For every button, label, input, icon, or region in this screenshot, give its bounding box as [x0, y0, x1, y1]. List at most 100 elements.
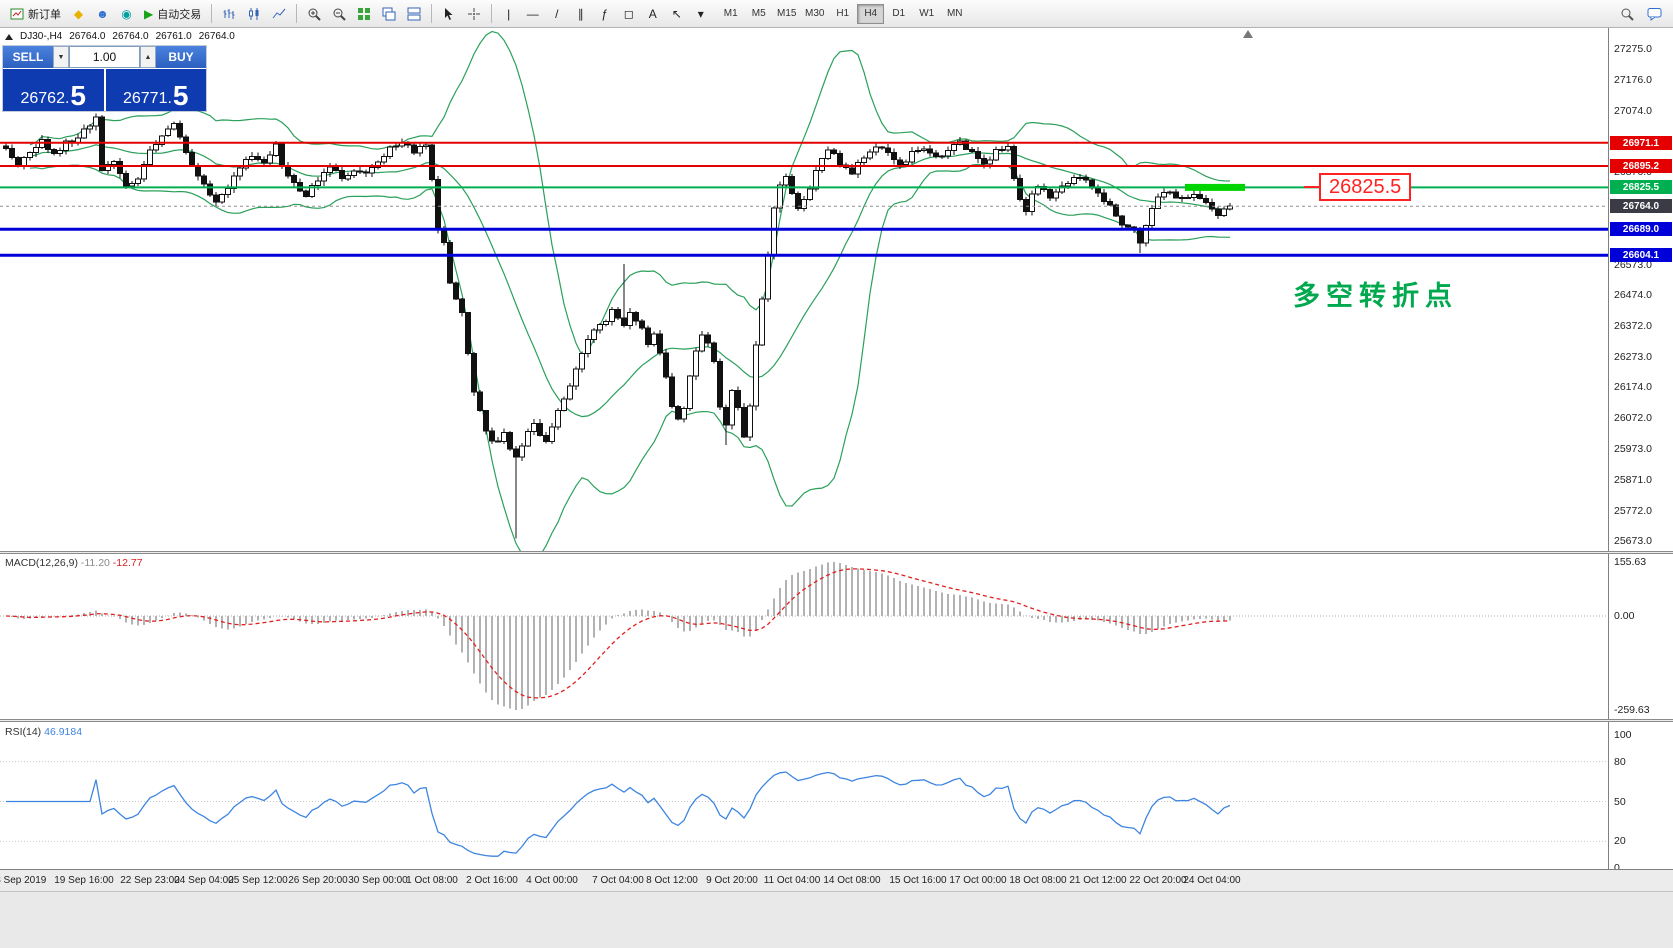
rsi-chart[interactable] [0, 722, 1608, 869]
tile-windows-icon [358, 7, 371, 20]
autotrade-button[interactable]: ▶ 自动交易 [139, 3, 206, 25]
profile-button[interactable]: ☻ [91, 3, 114, 25]
price-axis[interactable]: 27275.027176.027074.026876.026675.926573… [1608, 28, 1673, 869]
toolbar-right-group [1615, 3, 1668, 25]
time-axis-label: 2 Oct 16:00 [466, 875, 518, 886]
buy-price-display[interactable]: 26771. 5 [105, 69, 206, 112]
vertical-line-icon: | [507, 6, 511, 21]
rsi-scale-label: 50 [1614, 796, 1626, 808]
tf-button-H4[interactable]: H4 [857, 3, 885, 24]
crosshair-button[interactable] [462, 3, 486, 25]
price-callout[interactable]: 26825.5 [1304, 173, 1412, 201]
zoom-in-button[interactable] [302, 3, 326, 25]
favorites-button[interactable]: ◆ [67, 3, 90, 25]
trendline-tool-button[interactable]: / [545, 3, 568, 25]
panel-separator[interactable] [0, 551, 1673, 554]
toolbar-separator [491, 4, 493, 23]
price-axis-label: 27074.0 [1614, 105, 1652, 117]
zoom-out-icon [333, 8, 346, 21]
bar-chart-button[interactable] [217, 3, 241, 25]
chat-icon [1647, 7, 1662, 21]
price-axis-label: 26573.0 [1614, 259, 1652, 271]
arrow-tool-button[interactable]: ↖ [665, 3, 688, 25]
rsi-label: RSI(14) 46.9184 [5, 726, 82, 738]
tf-button-W1[interactable]: W1 [913, 4, 940, 24]
arrange-windows-button[interactable] [402, 3, 426, 25]
search-button[interactable] [1615, 3, 1639, 25]
collapse-triangle-icon[interactable] [5, 33, 13, 40]
chart-shift-marker[interactable] [1243, 30, 1253, 38]
buy-button[interactable]: BUY [156, 46, 206, 68]
time-axis-label: 11 Oct 04:00 [763, 875, 821, 886]
chart-header: DJ30-,H4 26764.0 26764.0 26761.0 26764.0 [5, 31, 235, 42]
main-chart[interactable] [0, 28, 1608, 561]
timeframe-group: M1 M5 M15 M30 H1 H4 D1 W1 MN [717, 3, 968, 24]
crosshair-icon [468, 7, 481, 20]
cursor-button[interactable] [437, 3, 461, 25]
line-chart-icon [272, 8, 286, 18]
tf-button-D1[interactable]: D1 [885, 4, 912, 24]
tf-button-H1[interactable]: H1 [829, 4, 856, 24]
new-order-button[interactable]: 新订单 [5, 3, 66, 25]
price-axis-label: 27275.0 [1614, 43, 1652, 55]
toolbar-separator [296, 4, 298, 23]
new-order-label: 新订单 [28, 8, 61, 21]
zoom-out-button[interactable] [327, 3, 351, 25]
callout-tick-icon [1304, 186, 1319, 188]
time-axis-label: 17 Oct 00:00 [949, 875, 1007, 886]
chevron-down-icon: ▼ [57, 53, 65, 61]
volume-input[interactable] [69, 46, 140, 68]
tf-button-M30[interactable]: M30 [801, 4, 828, 24]
sell-price-pip: 5 [70, 80, 86, 112]
time-axis-label: 26 Sep 20:00 [288, 875, 348, 886]
tile-windows-button[interactable] [352, 3, 376, 25]
volume-decrease-button[interactable]: ▼ [53, 46, 69, 68]
profile-icon: ☻ [96, 6, 109, 21]
time-axis-label: 30 Sep 00:00 [348, 875, 408, 886]
chat-button[interactable] [1642, 3, 1668, 25]
line-chart-button[interactable] [267, 3, 291, 25]
panel-separator[interactable] [0, 719, 1673, 722]
trendline-icon: / [555, 6, 559, 21]
tf-button-M15[interactable]: M15 [773, 4, 800, 24]
price-axis-label: 26474.0 [1614, 289, 1652, 301]
alerts-button[interactable]: ◉ [115, 3, 138, 25]
candlestick-chart-button[interactable] [242, 3, 266, 25]
vertical-line-tool-button[interactable]: | [497, 3, 520, 25]
time-axis-label: 7 Oct 04:00 [592, 875, 644, 886]
sell-button[interactable]: SELL [3, 46, 53, 68]
candlestick-chart-icon [249, 7, 259, 20]
favorites-icon: ◆ [73, 6, 84, 21]
tf-button-M1[interactable]: M1 [717, 4, 744, 24]
price-badge: 26895.2 [1610, 159, 1672, 173]
text-tool-button[interactable]: A [641, 3, 664, 25]
zoom-in-icon [308, 8, 321, 21]
time-axis-label: 19 Sep 16:00 [54, 875, 114, 886]
buy-price-pip: 5 [172, 80, 189, 112]
autotrade-play-icon: ▶ [144, 6, 154, 21]
tf-button-MN[interactable]: MN [941, 4, 968, 24]
toolbar-separator [211, 4, 213, 23]
macd-chart[interactable] [0, 554, 1608, 719]
rsi-scale-label: 80 [1614, 756, 1626, 768]
channel-tool-button[interactable]: ∥ [569, 3, 592, 25]
tf-button-M5[interactable]: M5 [745, 4, 772, 24]
fibonacci-tool-button[interactable]: ƒ [593, 3, 616, 25]
more-tools-button[interactable]: ▾ [689, 3, 712, 25]
cascade-windows-button[interactable] [377, 3, 401, 25]
price-badge: 26689.0 [1610, 222, 1672, 236]
time-axis-label: 21 Oct 12:00 [1069, 875, 1127, 886]
time-axis-label: 8 Oct 12:00 [646, 875, 698, 886]
alerts-icon: ◉ [121, 6, 132, 21]
rsi-scale-label: 100 [1614, 729, 1632, 741]
sell-price-display[interactable]: 26762. 5 [3, 69, 104, 111]
volume-increase-button[interactable]: ▲ [140, 46, 156, 68]
shapes-tool-button[interactable]: ◻ [617, 3, 640, 25]
turning-point-annotation[interactable]: 多空转折点 [1293, 281, 1458, 311]
horizontal-line-tool-button[interactable]: — [521, 3, 544, 25]
macd-name: MACD(12,26,9) [5, 557, 78, 569]
rsi-value: 46.9184 [44, 726, 83, 738]
macd-signal-value: -12.77 [112, 557, 143, 569]
